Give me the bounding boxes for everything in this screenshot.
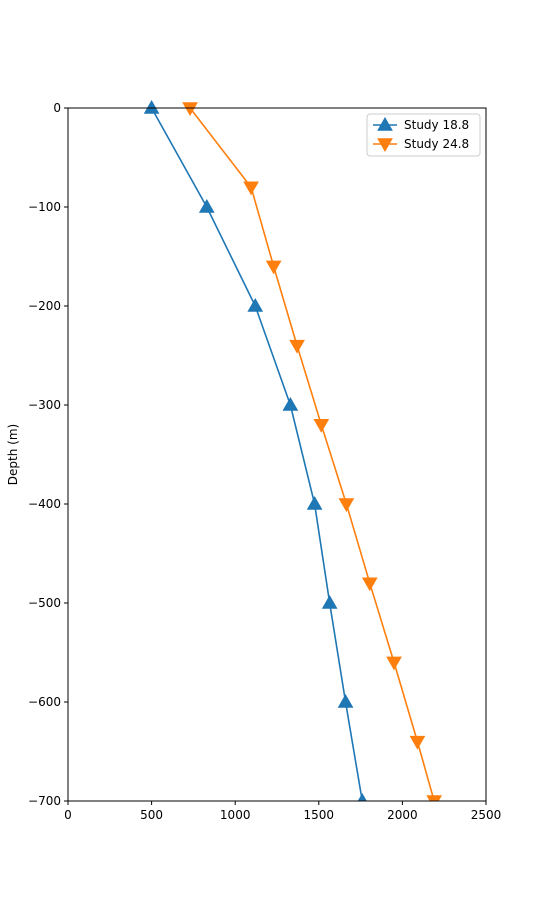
legend-label: Study 18.8 xyxy=(404,118,469,132)
y-axis: 0 −100 −200 −300 −400 −500 −600 −700 xyxy=(28,101,68,808)
data-point-marker xyxy=(143,99,160,114)
y-tick-label: −600 xyxy=(28,695,61,709)
data-point-marker xyxy=(198,198,215,213)
data-point-marker xyxy=(182,102,198,117)
y-tick-label: 0 xyxy=(53,101,61,115)
y-tick-label: −200 xyxy=(28,299,61,313)
series-1 xyxy=(143,99,367,801)
data-point-marker xyxy=(426,795,443,801)
data-point-marker xyxy=(338,498,355,513)
series-line xyxy=(189,107,435,801)
x-tick-label: 500 xyxy=(140,808,163,822)
y-tick-label: −500 xyxy=(28,596,61,610)
legend-marker xyxy=(377,138,393,153)
x-tick-label: 2500 xyxy=(471,808,502,822)
y-axis-label: Depth (m) xyxy=(6,424,20,485)
legend-marker xyxy=(377,116,393,131)
y-tick-label: −400 xyxy=(28,497,61,511)
x-tick-label: 0 xyxy=(64,808,72,822)
data-point-marker xyxy=(409,735,426,750)
data-point-marker xyxy=(282,396,299,411)
data-point-marker xyxy=(386,656,402,671)
data-point-marker xyxy=(313,419,330,433)
plot-area xyxy=(143,99,443,801)
y-tick-label: −700 xyxy=(28,794,61,808)
y-tick-label: −300 xyxy=(28,398,61,412)
data-point-marker xyxy=(337,693,354,708)
x-axis: 0 500 1000 1500 2000 2500 xyxy=(64,801,501,822)
data-point-marker xyxy=(289,339,305,354)
data-point-marker xyxy=(243,181,259,196)
data-point-marker xyxy=(321,594,338,609)
data-point-marker xyxy=(357,792,367,801)
legend: Study 18.8 Study 24.8 xyxy=(366,113,481,157)
data-point-marker xyxy=(265,260,282,275)
x-tick-label: 1500 xyxy=(304,808,335,822)
x-tick-label: 1000 xyxy=(220,808,251,822)
data-point-marker xyxy=(306,495,323,510)
series-2 xyxy=(182,102,443,801)
y-tick-label: −100 xyxy=(28,200,61,214)
plot-frame xyxy=(67,107,487,802)
data-point-marker xyxy=(361,577,378,592)
x-tick-label: 2000 xyxy=(387,808,418,822)
data-point-marker xyxy=(247,297,264,312)
legend-label: Study 24.8 xyxy=(404,137,469,151)
series-line xyxy=(150,107,364,801)
